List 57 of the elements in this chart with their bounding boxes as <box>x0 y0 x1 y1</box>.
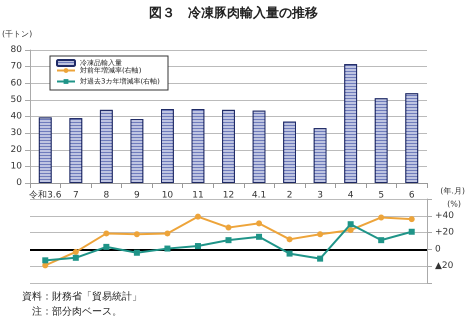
point <box>42 257 48 264</box>
y-tick-label: 30 <box>10 128 22 138</box>
x-tick-label: 6 <box>408 190 415 200</box>
x-tick-label: 8 <box>103 190 110 200</box>
y-tick-label: 10 <box>10 161 22 172</box>
point <box>164 230 170 236</box>
point <box>226 224 232 231</box>
x-tick-label: 7 <box>72 190 79 200</box>
point <box>103 230 110 236</box>
point <box>317 231 324 238</box>
x-tick-label: 10 <box>162 190 174 200</box>
y-tick-label: 80 <box>10 45 22 55</box>
x-tick-label: 12 <box>222 190 234 200</box>
y-axis-title: (%) <box>447 200 461 208</box>
point <box>378 237 384 244</box>
chart-title: 図３ 冷凍豚肉輸入量の推移 <box>149 5 318 21</box>
x-tick-label: 3 <box>317 190 323 200</box>
text: 資料：財務省「貿易統計」 <box>22 290 142 302</box>
x-tick-label: 2 <box>286 190 292 200</box>
text: 注：部分肉ベース。 <box>32 306 122 318</box>
point <box>286 250 293 257</box>
point <box>164 246 170 252</box>
x-tick-label: 9 <box>134 190 140 200</box>
y-tick-label: 0 <box>16 178 22 188</box>
y-tick-label: 0 <box>435 244 441 254</box>
y-axis-title: (千トン) <box>2 30 32 38</box>
point <box>348 221 354 228</box>
x-tick-label: 5 <box>378 190 384 200</box>
y-tick-label: +20 <box>435 228 454 238</box>
point <box>317 256 324 262</box>
x-tick-label: 令和3.6 <box>29 190 62 200</box>
point <box>194 243 201 250</box>
point <box>72 254 79 261</box>
x-tick-label: 4.1 <box>252 190 266 200</box>
point <box>72 248 79 255</box>
point <box>226 237 232 244</box>
y-tick-label: 50 <box>10 94 22 105</box>
y-tick-label: ▲20 <box>435 261 454 272</box>
point <box>103 244 110 250</box>
y-tick-label: +40 <box>435 210 454 221</box>
y-tick-label: 60 <box>10 78 22 88</box>
point <box>408 216 415 222</box>
point <box>134 231 140 238</box>
point <box>348 227 354 234</box>
x-tick-label: 4 <box>348 190 354 200</box>
point <box>408 228 415 235</box>
point <box>134 250 140 256</box>
y-tick-label: 20 <box>10 144 22 155</box>
x-tick-label: 11 <box>192 190 204 200</box>
point <box>286 236 293 242</box>
point <box>256 220 262 226</box>
x-axis-title: (年.月) <box>440 186 466 196</box>
point <box>256 234 262 240</box>
point <box>194 214 201 220</box>
point <box>378 214 384 220</box>
y-tick-label: 70 <box>10 62 22 72</box>
y-tick-label: 40 <box>10 112 22 122</box>
